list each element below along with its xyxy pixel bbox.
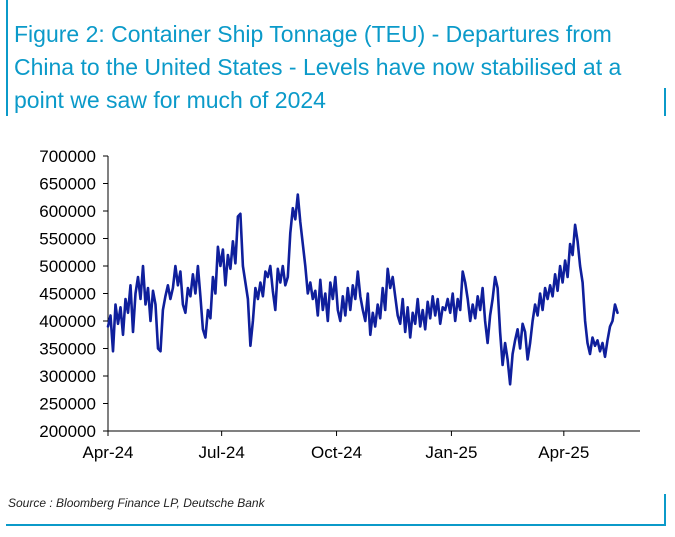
y-tick-label: 350000 xyxy=(39,340,96,359)
y-tick-label: 500000 xyxy=(39,257,96,276)
y-axis: 200000 250000 300000 350000 400000 450000 5000… xyxy=(39,147,109,441)
y-tick-label: 250000 xyxy=(39,395,96,414)
x-axis: Apr-24 Jul-24 Oct-24 Jan-25 Apr-25 xyxy=(82,430,640,462)
x-tick-label: Oct-24 xyxy=(311,443,362,462)
x-tick-label: Jan-25 xyxy=(425,443,477,462)
title-panel: Figure 2: Container Ship Tonnage (TEU) -… xyxy=(6,0,666,116)
y-tick-label: 300000 xyxy=(39,367,96,386)
x-tick-label: Apr-24 xyxy=(82,443,133,462)
title-border-right xyxy=(664,88,666,116)
y-tick-label: 200000 xyxy=(39,422,96,441)
title-border-left xyxy=(6,0,8,116)
line-chart: 200000 250000 300000 350000 400000 450000 5000… xyxy=(39,147,640,462)
footer-border-right xyxy=(664,494,666,526)
y-tick-label: 550000 xyxy=(39,230,96,249)
y-tick-label: 450000 xyxy=(39,285,96,304)
y-tick-label: 600000 xyxy=(39,202,96,221)
series-line xyxy=(106,193,619,386)
y-tick-label: 650000 xyxy=(39,175,96,194)
y-tick-label: 700000 xyxy=(39,147,96,166)
source-note: Source : Bloomberg Finance LP, Deutsche … xyxy=(8,496,265,510)
figure-title: Figure 2: Container Ship Tonnage (TEU) -… xyxy=(14,21,622,113)
y-tick-label: 400000 xyxy=(39,312,96,331)
footer-panel: Source : Bloomberg Finance LP, Deutsche … xyxy=(6,488,666,526)
x-tick-label: Jul-24 xyxy=(198,443,244,462)
series-layer xyxy=(106,193,619,386)
footer-rule xyxy=(6,524,666,526)
x-tick-label: Apr-25 xyxy=(538,443,589,462)
